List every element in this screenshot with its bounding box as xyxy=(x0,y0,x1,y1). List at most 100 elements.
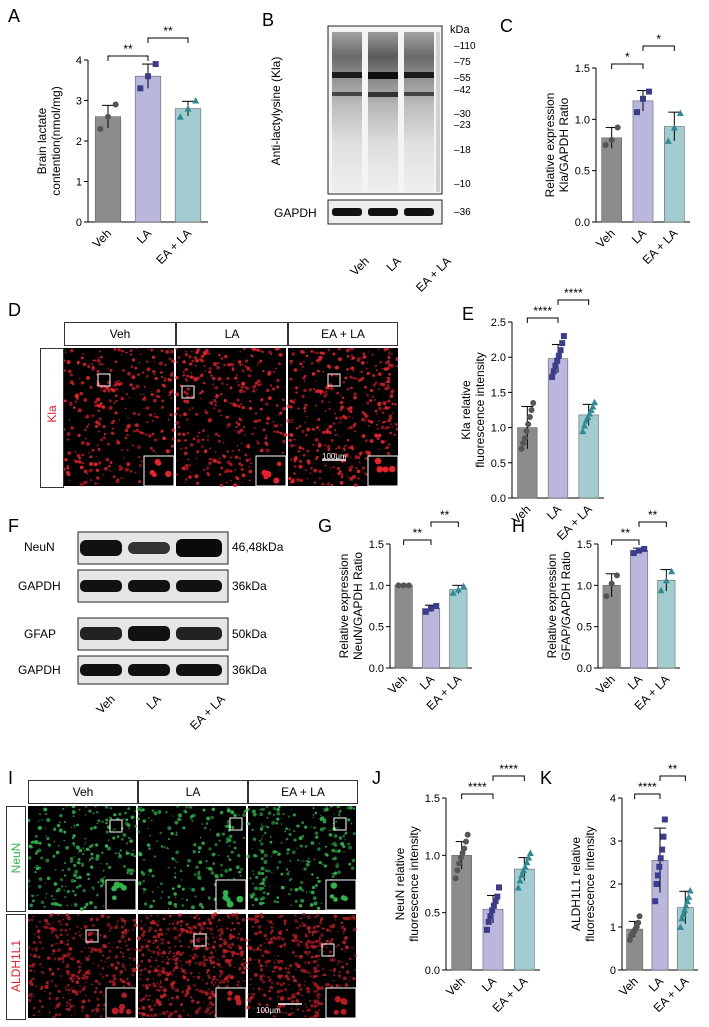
micro-cell xyxy=(378,433,382,438)
micro-cell xyxy=(369,399,373,403)
micro-cell xyxy=(284,443,286,445)
micro-cell xyxy=(70,956,75,961)
micro-cell xyxy=(291,850,296,855)
micro-cell xyxy=(278,946,280,948)
micro-cell xyxy=(320,902,323,905)
micro-cell xyxy=(310,955,314,959)
micro-cell xyxy=(254,921,257,924)
micro-cell xyxy=(364,471,366,474)
micro-cell xyxy=(270,986,274,990)
micro-cell xyxy=(282,996,285,1000)
micro-cell xyxy=(137,456,141,459)
micro-cell xyxy=(283,919,287,923)
micro-cell xyxy=(280,933,283,936)
micro-cell xyxy=(97,357,100,359)
micro-cell xyxy=(316,989,319,992)
micro-cell xyxy=(73,824,76,827)
micro-cell xyxy=(46,818,51,823)
micro-cell xyxy=(264,960,269,965)
micro-cell xyxy=(84,837,87,840)
micro-cell xyxy=(177,356,181,359)
micro-d-stain-label: Kla xyxy=(45,405,59,423)
micro-cell xyxy=(296,824,299,828)
micro-cell xyxy=(198,917,201,920)
micro-cell xyxy=(167,999,170,1001)
micro-cell xyxy=(230,850,234,854)
micro-cell xyxy=(64,359,66,362)
micro-cell xyxy=(54,984,58,988)
micro-cell xyxy=(371,395,375,399)
micro-cell xyxy=(28,964,32,968)
micro-cell xyxy=(221,869,223,872)
micro-cell xyxy=(75,459,77,462)
micro-cell xyxy=(173,919,175,922)
micro-cell xyxy=(300,349,304,354)
micro-cell xyxy=(369,420,374,424)
micro-cell xyxy=(300,917,303,920)
bar-la xyxy=(629,550,649,669)
micro-cell xyxy=(201,979,204,981)
micro-cell xyxy=(330,438,334,442)
micro-cell xyxy=(175,420,180,425)
micro-cell xyxy=(116,440,121,445)
micro-cell xyxy=(348,957,352,961)
micro-cell xyxy=(277,852,281,856)
micro-cell xyxy=(367,351,370,353)
micro-cell xyxy=(111,421,114,425)
micro-cell xyxy=(194,474,199,479)
micro-cell xyxy=(238,967,242,970)
micro-cell xyxy=(81,1009,84,1012)
micro-cell xyxy=(237,921,240,925)
micro-cell xyxy=(139,978,142,981)
micro-cell xyxy=(77,852,80,854)
micro-cell xyxy=(284,386,286,388)
data-point xyxy=(641,545,648,552)
micro-cell xyxy=(55,850,60,855)
micro-cell xyxy=(276,896,280,899)
micro-cell xyxy=(230,958,233,961)
micro-cell xyxy=(173,892,177,896)
micro-cell xyxy=(259,968,264,972)
micro-cell xyxy=(317,915,319,918)
blot-f-row-kda: 36kDa xyxy=(232,663,267,677)
micro-cell xyxy=(173,876,177,879)
micro-cell xyxy=(40,985,44,990)
data-point xyxy=(428,605,434,612)
micro-cell xyxy=(175,954,177,956)
micro-cell xyxy=(86,1016,90,1018)
micro-cell xyxy=(266,919,270,922)
micro-cell xyxy=(304,934,309,938)
micro-cell xyxy=(257,364,259,366)
micro-cell xyxy=(384,447,386,449)
micro-cell xyxy=(70,348,74,353)
micro-cell xyxy=(82,362,87,367)
micro-cell xyxy=(290,458,293,461)
micro-cell xyxy=(394,422,398,427)
micro-cell xyxy=(347,475,349,478)
micro-cell xyxy=(177,425,181,429)
micro-cell xyxy=(209,829,212,831)
micro-cell xyxy=(262,351,265,353)
micro-cell xyxy=(356,469,361,474)
micro-cell xyxy=(126,981,131,986)
micro-cell xyxy=(289,996,294,1000)
micro-cell xyxy=(173,903,177,907)
micro-cell xyxy=(337,471,341,476)
micro-cell xyxy=(120,980,123,983)
y-tick-label: 3 xyxy=(610,836,616,848)
micro-cell xyxy=(164,958,166,961)
micro-cell xyxy=(309,890,311,893)
micro-cell xyxy=(75,980,80,985)
micro-cell xyxy=(160,897,162,899)
micro-cell xyxy=(142,397,146,401)
micro-cell xyxy=(295,391,298,394)
micro-cell xyxy=(333,813,335,815)
micro-cell xyxy=(114,966,118,971)
micro-cell xyxy=(198,930,202,934)
y-tick-label: 4 xyxy=(76,55,82,67)
micro-cell xyxy=(70,987,73,990)
micro-cell xyxy=(293,438,296,441)
micro-cell xyxy=(206,471,210,475)
micro-cell xyxy=(51,953,54,955)
micro-cell xyxy=(256,440,258,442)
